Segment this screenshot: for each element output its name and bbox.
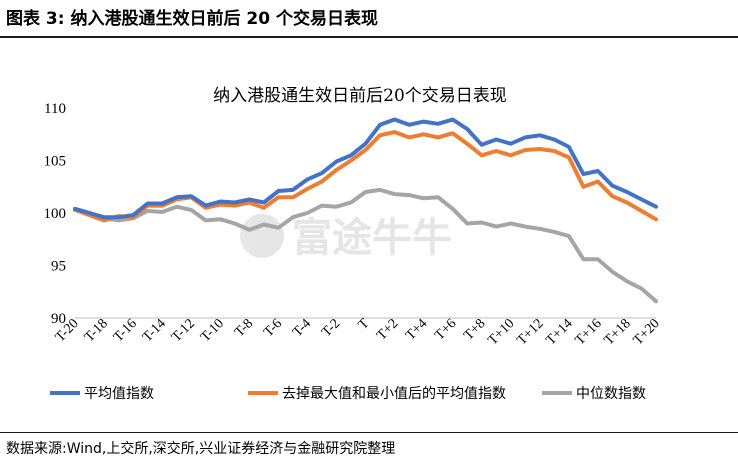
- watermark-text: 富途牛牛: [292, 215, 452, 261]
- series-layer: [73, 117, 658, 304]
- x-tick-label: T-14: [140, 316, 169, 345]
- x-tick-label: T-10: [198, 316, 227, 345]
- y-axis: 90 95 100 105 110: [44, 101, 67, 327]
- x-tick-label: T-12: [169, 316, 198, 345]
- series-line-median: [73, 187, 658, 304]
- legend: 平均值指数 去掉最大值和最小值后的平均值指数 中位数指数: [50, 386, 646, 402]
- x-tick-label: T-2: [319, 316, 343, 340]
- x-tick-label: T-16: [111, 316, 140, 345]
- x-tick-label: T-8: [232, 316, 256, 340]
- legend-median: 中位数指数: [542, 386, 646, 402]
- x-tick-label: T+16: [573, 316, 605, 348]
- bottom-rule: [0, 432, 738, 433]
- x-tick-label: T+10: [485, 316, 517, 348]
- figure-title: 图表 3: 纳入港股通生效日前后 20 个交易日表现: [6, 9, 378, 29]
- series-line-average: [73, 117, 658, 220]
- x-tick-label: T+4: [403, 316, 430, 343]
- x-tick-labels: T-20 T-18 T-16 T-14 T-12 T-10 T-8 T-6 T-4 T-2 T T+2…: [53, 316, 663, 348]
- legend-label: 平均值指数: [84, 386, 154, 402]
- legend-trimmed-average: 去掉最大值和最小值后的平均值指数: [248, 386, 506, 402]
- x-tick-label: T+6: [432, 316, 459, 343]
- watermark: 富途牛牛: [240, 214, 452, 261]
- chart-title: 纳入港股通生效日前后20个交易日表现: [213, 86, 507, 106]
- source-note: 数据来源:Wind,上交所,深交所,兴业证券经济与金融研究院整理: [6, 441, 396, 457]
- y-tick-label: 110: [44, 101, 66, 117]
- y-tick-label: 95: [51, 259, 66, 275]
- legend-label: 中位数指数: [576, 386, 646, 402]
- legend-average: 平均值指数: [50, 386, 154, 402]
- x-tick-label: T+20: [631, 316, 663, 348]
- watermark-logo-icon: [240, 214, 284, 258]
- x-tick-label: T+12: [514, 316, 546, 348]
- line-chart: 纳入港股通生效日前后20个交易日表现 富途牛牛 90 95 100 105 110 T-…: [44, 86, 663, 402]
- x-tick-label: T-4: [290, 316, 314, 340]
- x-tick-label: T+8: [461, 316, 488, 343]
- y-tick-label: 105: [44, 154, 67, 170]
- legend-label: 去掉最大值和最小值后的平均值指数: [282, 386, 506, 402]
- x-tick-label: T-6: [261, 316, 285, 340]
- y-tick-label: 90: [51, 311, 66, 327]
- top-rule: [0, 36, 738, 38]
- x-tick-label: T+2: [374, 316, 401, 343]
- x-tick-label: T+18: [602, 316, 634, 348]
- x-tick-label: T-18: [82, 316, 111, 345]
- x-tick-label: T+14: [544, 316, 576, 348]
- y-tick-label: 100: [44, 206, 67, 222]
